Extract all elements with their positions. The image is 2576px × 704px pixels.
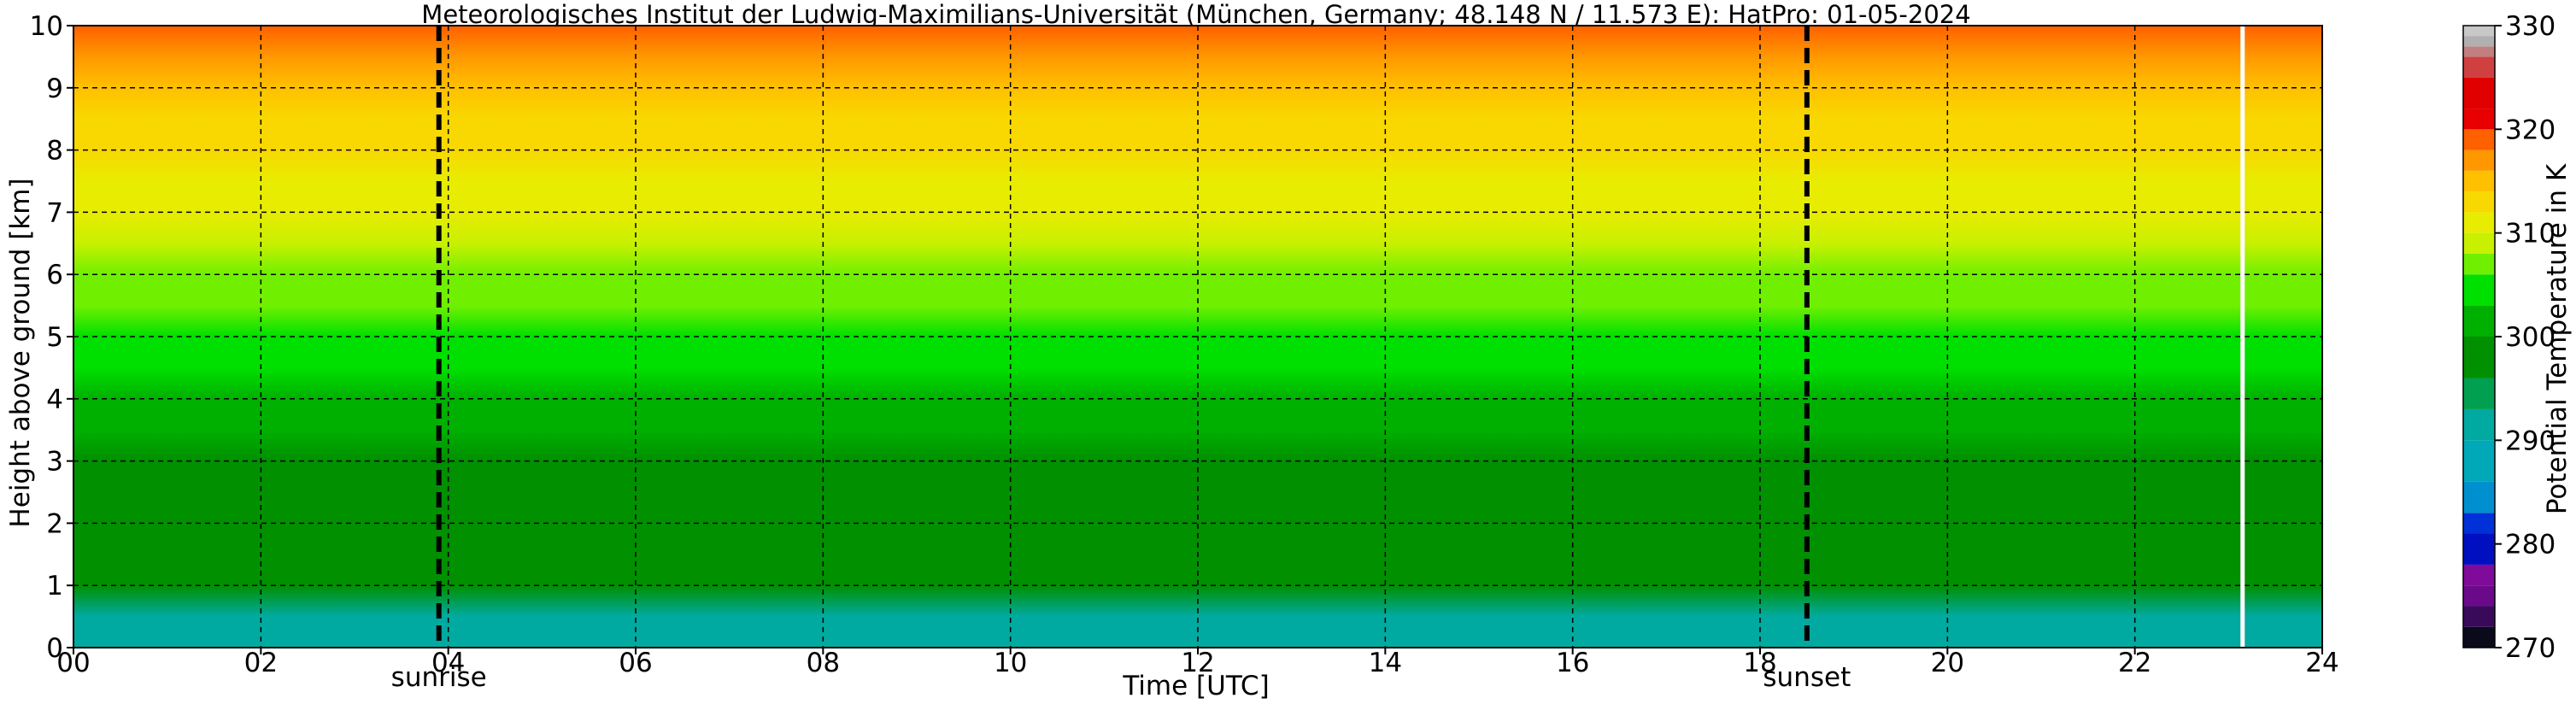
colorbar-band <box>2463 585 2495 607</box>
colorbar-band <box>2463 77 2495 109</box>
colorbar-band <box>2463 129 2495 150</box>
sunset-label: sunset <box>1763 662 1851 693</box>
y-tick-label: 8 <box>46 136 63 167</box>
colorbar-band <box>2463 606 2495 627</box>
colorbar-band <box>2463 626 2495 648</box>
x-tick-label: 04 <box>431 648 465 678</box>
colorbar-band <box>2463 191 2495 213</box>
x-tick-label: 08 <box>807 648 840 678</box>
colorbar-ticks: 270 280 290 300 310 320 330 <box>2495 11 2555 664</box>
colorbar-band <box>2463 533 2495 565</box>
y-tick-label: 9 <box>46 73 63 104</box>
colorbar-band <box>2463 440 2495 482</box>
colorbar-band <box>2463 26 2495 37</box>
y-tick-label: 4 <box>46 384 63 415</box>
x-tick-label: 06 <box>619 648 652 678</box>
colorbar-band <box>2463 46 2495 57</box>
colorbar-band <box>2463 305 2495 337</box>
colorbar-tick-label: 300 <box>2505 322 2555 353</box>
x-tick-label: 24 <box>2305 648 2338 678</box>
colorbar-band <box>2463 170 2495 192</box>
y-tick-label: 7 <box>46 197 63 228</box>
colorbar-band <box>2463 150 2495 171</box>
y-tick-label: 5 <box>46 322 63 353</box>
chart-title: Meteorologisches Institut der Ludwig-Max… <box>421 0 1970 29</box>
colorbar-bands <box>2463 26 2495 648</box>
x-tick-label: 14 <box>1369 648 1402 678</box>
colorbar-band <box>2463 564 2495 586</box>
plot-area <box>73 25 2323 648</box>
gridlines <box>73 26 2322 648</box>
x-tick-label: 16 <box>1556 648 1589 678</box>
colorbar-band <box>2463 481 2495 513</box>
colorbar-band <box>2463 274 2495 306</box>
colorbar-label: Potential Temperature in K <box>2542 163 2573 514</box>
colorbar-band <box>2463 36 2495 47</box>
y-tick-label: 0 <box>46 633 63 664</box>
colorbar-band <box>2463 56 2495 78</box>
y-tick-label: 10 <box>30 11 63 42</box>
colorbar-tick-label: 280 <box>2505 530 2555 560</box>
sunrise-label: sunrise <box>391 662 487 693</box>
colorbar: 270 280 290 300 310 320 330 Potential Temperat… <box>2462 11 2573 664</box>
colorbar-tick-label: 330 <box>2505 11 2555 42</box>
colorbar-band <box>2463 253 2495 275</box>
x-axis-label: Time [UTC] <box>1122 671 1269 701</box>
colorbar-band <box>2463 408 2495 441</box>
colorbar-tick-label: 270 <box>2505 633 2555 664</box>
colorbar-band <box>2463 378 2495 409</box>
colorbar-band <box>2463 109 2495 130</box>
x-tick-label: 12 <box>1181 648 1214 678</box>
colorbar-tick-label: 290 <box>2505 425 2555 456</box>
y-tick-label: 2 <box>46 508 63 539</box>
y-tick-label: 6 <box>46 260 63 290</box>
colorbar-band <box>2463 232 2495 254</box>
y-axis-label: Height above ground [km] <box>5 178 36 527</box>
colorbar-band <box>2463 337 2495 378</box>
sun-markers <box>436 26 1810 648</box>
colorbar-tick-label: 310 <box>2505 219 2555 249</box>
y-tick-label: 1 <box>46 571 63 601</box>
y-tick-label: 3 <box>46 447 63 478</box>
colorbar-tick-label: 320 <box>2505 114 2555 145</box>
x-tick-label: 18 <box>1743 648 1776 678</box>
colorbar-band <box>2463 513 2495 534</box>
x-tick-label: 22 <box>2118 648 2151 678</box>
x-tick-label: 02 <box>244 648 278 678</box>
y-axis-ticks: 0 1 2 3 4 5 6 7 8 9 10 <box>30 11 73 664</box>
x-tick-label: 10 <box>994 648 1027 678</box>
x-axis-ticks: 00 02 04 06 08 10 12 14 16 18 20 22 24 <box>56 648 2339 678</box>
x-tick-label: 20 <box>1931 648 1964 678</box>
x-tick-label: 00 <box>56 648 90 678</box>
colorbar-band <box>2463 212 2495 233</box>
